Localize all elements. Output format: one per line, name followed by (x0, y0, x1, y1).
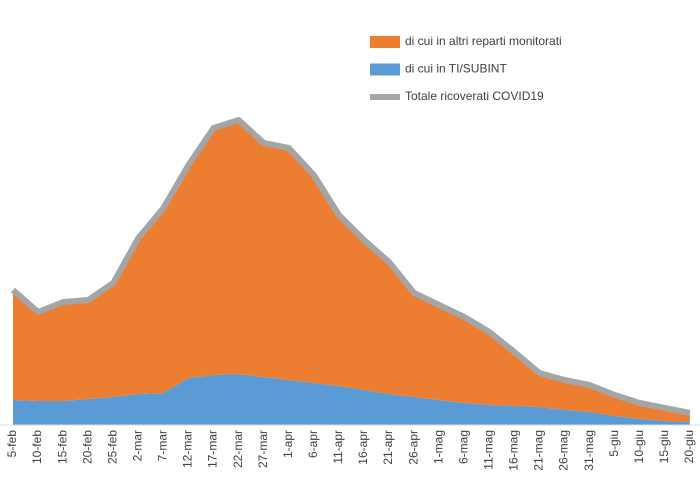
x-tick-label: 26-mag (557, 430, 571, 471)
x-tick-label: 10-giu (632, 430, 646, 463)
x-tick-label: 7-mar (156, 430, 170, 461)
x-tick-label: 5-giu (607, 430, 621, 457)
x-tick-label: 16-mag (507, 430, 521, 471)
x-tick-label: 22-mar (231, 430, 245, 468)
x-tick-label: 17-mar (206, 430, 220, 468)
total-line (11, 117, 691, 416)
legend-label: Totale ricoverati COVID19 (405, 89, 544, 103)
x-tick-label: 5-feb (5, 430, 19, 458)
x-tick-label: 27-mar (256, 430, 270, 468)
x-tick-label: 1-apr (281, 430, 295, 458)
legend-swatch (370, 36, 400, 48)
legend-swatch (370, 63, 400, 76)
x-tick-label: 6-apr (306, 430, 320, 458)
x-tick-label: 6-mag (456, 430, 470, 464)
x-tick-label: 2-mar (131, 430, 145, 461)
x-tick-label: 16-apr (356, 430, 370, 465)
x-tick-label: 11-mag (482, 430, 496, 470)
x-tick-label: 12-mar (181, 430, 195, 468)
x-tick-label: 15-feb (55, 430, 69, 464)
area (13, 374, 690, 425)
x-tick-label: 31-mag (582, 430, 596, 471)
area (13, 120, 690, 422)
legend-label: di cui in altri reparti monitorati (405, 34, 562, 48)
legend-label: di cui in TI/SUBINT (405, 62, 507, 76)
x-tick-label: 21-apr (381, 430, 395, 465)
x-tick-label: 20-giu (682, 430, 696, 463)
x-tick-label: 15-giu (657, 430, 671, 463)
x-tick-label: 1-mag (431, 430, 445, 464)
x-tick-label: 21-mag (532, 430, 546, 471)
x-tick-label: 11-apr (331, 430, 345, 464)
x-tick-label: 26-apr (406, 430, 420, 465)
x-tick-label: 25-feb (105, 430, 119, 464)
x-tick-label: 10-feb (30, 430, 44, 464)
x-tick-label: 20-feb (80, 430, 94, 464)
